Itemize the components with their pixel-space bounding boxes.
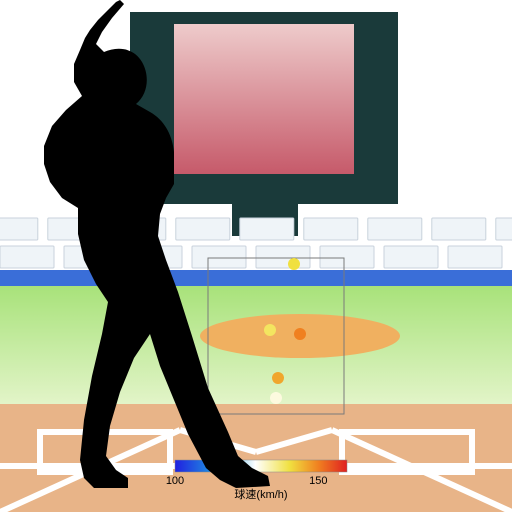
pitch-point: [272, 372, 284, 384]
colorbar: [175, 460, 347, 472]
stand-block: [304, 218, 358, 240]
pitch-point: [288, 258, 300, 270]
stand-block: [176, 218, 230, 240]
stand-block: [240, 218, 294, 240]
stand-block: [448, 246, 502, 268]
stand-block: [384, 246, 438, 268]
stand-block: [0, 246, 54, 268]
stand-block: [432, 218, 486, 240]
colorbar-label: 球速(km/h): [234, 487, 287, 501]
scoreboard-screen: [174, 24, 354, 174]
outfield-wall: [0, 270, 512, 286]
pitch-point: [294, 328, 306, 340]
stand-block: [496, 218, 512, 240]
stand-block: [192, 246, 246, 268]
stand-block: [368, 218, 422, 240]
stand-block: [0, 218, 38, 240]
pitch-point: [264, 324, 276, 336]
stand-block: [256, 246, 310, 268]
stand-block: [320, 246, 374, 268]
colorbar-tick: 150: [309, 475, 327, 487]
pitch-point: [270, 392, 282, 404]
pitch-location-figure: 100 150 球速(km/h): [0, 0, 512, 512]
colorbar-tick: 100: [166, 475, 184, 487]
